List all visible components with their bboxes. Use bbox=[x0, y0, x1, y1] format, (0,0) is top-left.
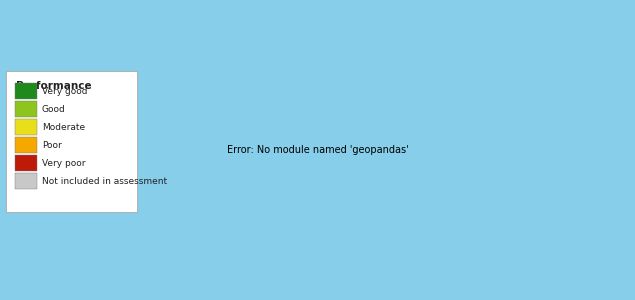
Text: Good: Good bbox=[42, 105, 65, 114]
FancyBboxPatch shape bbox=[15, 119, 37, 135]
Text: Very poor: Very poor bbox=[42, 159, 86, 168]
FancyBboxPatch shape bbox=[15, 155, 37, 171]
Text: Moderate: Moderate bbox=[42, 123, 85, 132]
FancyBboxPatch shape bbox=[15, 173, 37, 189]
FancyBboxPatch shape bbox=[6, 70, 137, 212]
FancyBboxPatch shape bbox=[15, 83, 37, 99]
Text: Performance: Performance bbox=[16, 81, 91, 91]
Text: Very good: Very good bbox=[42, 87, 88, 96]
Text: Not included in assessment: Not included in assessment bbox=[42, 177, 167, 186]
FancyBboxPatch shape bbox=[15, 137, 37, 153]
Text: Error: No module named 'geopandas': Error: No module named 'geopandas' bbox=[227, 145, 408, 155]
FancyBboxPatch shape bbox=[15, 101, 37, 117]
Text: Poor: Poor bbox=[42, 141, 62, 150]
